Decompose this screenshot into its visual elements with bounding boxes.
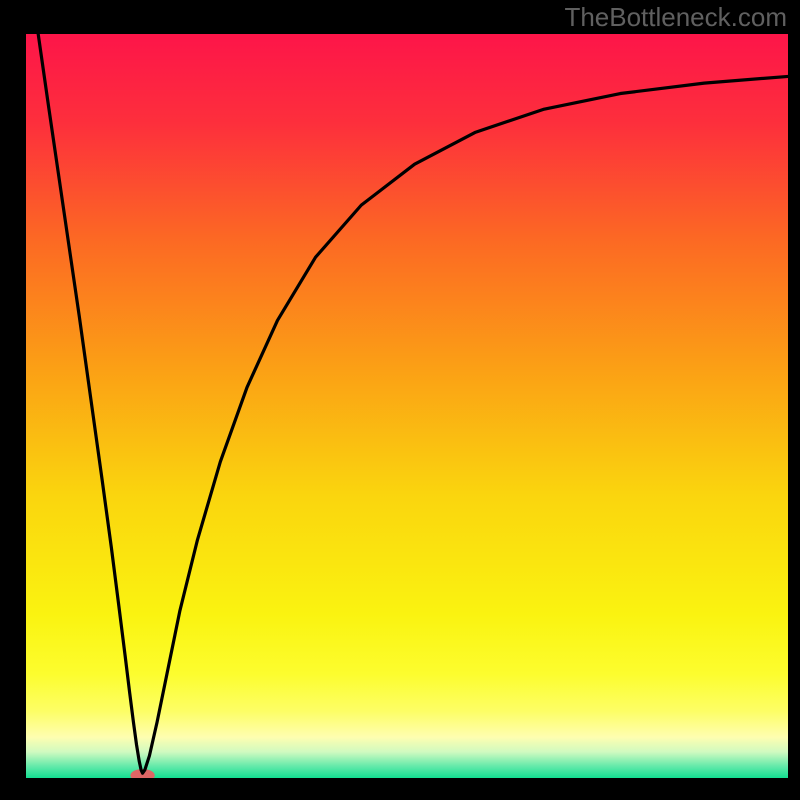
watermark-text: TheBottleneck.com — [564, 2, 787, 33]
chart-svg — [26, 34, 788, 778]
gradient-background — [26, 34, 788, 778]
plot-area — [26, 34, 788, 778]
